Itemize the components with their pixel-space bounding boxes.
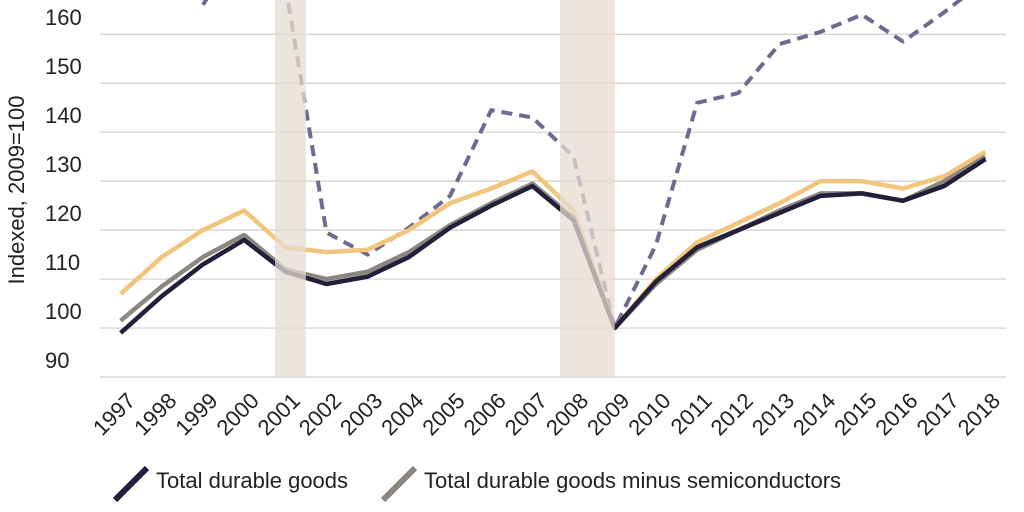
x-tick-label: 2018 (953, 388, 1005, 440)
x-tick-label: 2017 (912, 388, 964, 440)
shaded-period (560, 0, 615, 377)
x-tick-label: 2007 (500, 388, 552, 440)
x-tick-label: 2014 (788, 388, 840, 440)
x-tick-label: 2011 (666, 388, 717, 439)
x-tick-label: 2015 (829, 388, 881, 440)
x-tick-label: 2012 (706, 388, 758, 440)
x-tick-label: 2002 (294, 388, 346, 440)
series-line (119, 157, 987, 335)
x-tick-label: 2006 (459, 388, 511, 440)
legend-label: Total durable goods minus semiconductors (424, 468, 841, 493)
x-tick-label: 2001 (253, 388, 305, 440)
series-line (119, 149, 987, 331)
x-tick-label: 1997 (88, 388, 140, 440)
legend-swatch (112, 465, 150, 503)
shaded-period (275, 0, 306, 377)
y-tick-label: 160 (45, 5, 82, 30)
y-tick-label: 150 (45, 54, 82, 79)
y-axis-label: Indexed, 2009=100 (4, 95, 29, 284)
x-tick-label: 2003 (335, 388, 387, 440)
x-tick-label: 2013 (747, 388, 799, 440)
y-tick-label: 110 (45, 250, 80, 275)
x-tick-label: 2008 (541, 388, 593, 440)
plot-area (119, 0, 987, 335)
y-tick-label: 100 (45, 299, 82, 324)
y-tick-label: 120 (45, 201, 82, 226)
x-tick-label: 1999 (170, 388, 222, 440)
x-tick-label: 2004 (376, 388, 428, 440)
y-tick-label: 130 (45, 152, 82, 177)
x-tick-label: 2000 (211, 388, 263, 440)
series-line (201, 0, 964, 331)
legend-label: Total durable goods (156, 468, 348, 493)
y-tick-label: 140 (45, 103, 82, 128)
legend-swatch (380, 465, 418, 503)
x-tick-label: 2016 (870, 388, 922, 440)
y-tick-label: 90 (45, 348, 69, 373)
x-tick-label: 1998 (129, 388, 181, 440)
x-tick-label: 2009 (582, 388, 634, 440)
x-tick-label: 2010 (623, 388, 675, 440)
x-tick-label: 2005 (417, 388, 469, 440)
